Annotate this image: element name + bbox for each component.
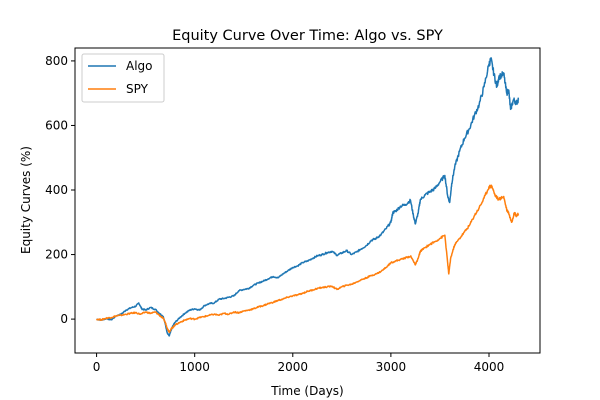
y-tick-label: 0 — [60, 312, 68, 326]
y-tick-label: 800 — [45, 54, 68, 68]
x-tick-label: 0 — [93, 360, 101, 374]
series-line-spy — [95, 184, 520, 334]
y-tick-label: 600 — [45, 118, 68, 132]
legend-label-spy: SPY — [126, 82, 149, 96]
x-axis-label: Time (Days) — [270, 384, 344, 398]
legend-label-algo: Algo — [126, 59, 153, 73]
x-tick-label: 2000 — [278, 360, 309, 374]
series-line-algo — [96, 57, 520, 337]
y-axis-label: Equity Curves (%) — [19, 146, 33, 254]
x-axis-ticks: 0 1000 2000 3000 4000 — [93, 353, 504, 374]
legend: Algo SPY — [81, 53, 165, 103]
x-tick-label: 3000 — [376, 360, 407, 374]
plot-lines — [95, 57, 520, 337]
x-tick-label: 4000 — [474, 360, 505, 374]
plot-frame — [74, 47, 541, 354]
y-tick-label: 400 — [45, 183, 68, 197]
chart-title: Equity Curve Over Time: Algo vs. SPY — [172, 28, 443, 44]
y-tick-label: 200 — [45, 248, 68, 262]
y-axis-ticks: 0 200 400 600 800 — [45, 54, 75, 326]
x-tick-label: 1000 — [179, 360, 210, 374]
